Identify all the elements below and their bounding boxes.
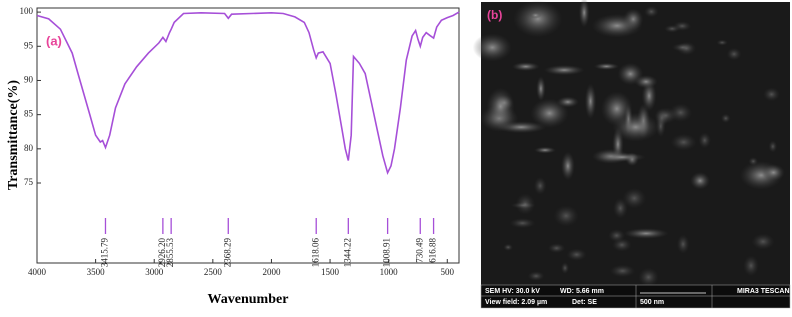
sem-particle [486, 87, 515, 126]
x-tick-label: 3500 [87, 267, 106, 277]
x-tick-label: 3000 [145, 267, 164, 277]
panel-label: (b) [487, 8, 502, 22]
peak-label: 2855.53 [165, 238, 175, 268]
sem-particle [670, 133, 697, 151]
sem-particle [598, 152, 646, 162]
sem-particle [743, 255, 759, 277]
sem-particle [578, 0, 590, 28]
sem-texture [472, 0, 785, 287]
x-tick-label: 1500 [321, 267, 340, 277]
sem-particle [751, 233, 775, 250]
sem-particle [472, 33, 512, 62]
sem-particle [716, 39, 728, 46]
peak-label: 2926.20 [157, 238, 167, 268]
sem-particle [533, 176, 547, 195]
sem-image: (b) SEM HV: 30.0 kV WD: 5.66 mm MIRA3 TE… [472, 0, 791, 309]
sem-particle [669, 103, 693, 122]
sem-particle [768, 140, 778, 153]
sem-particle [509, 218, 536, 229]
sem-particle [527, 271, 545, 281]
sem-particle [593, 62, 620, 70]
sem-particle [690, 172, 710, 190]
sem-particle [560, 262, 570, 274]
sem-particle [503, 243, 513, 251]
sem-particle [609, 264, 636, 278]
sem-particle [720, 113, 731, 124]
sem-particle [515, 193, 536, 215]
sem-particle [676, 234, 690, 254]
spectrum-line [36, 11, 460, 176]
x-tick-label: 2000 [262, 267, 281, 277]
sem-particle [534, 146, 556, 154]
sem-particle [671, 43, 694, 52]
x-tick-label: 4000 [28, 267, 47, 277]
sem-particle [513, 0, 563, 38]
sem-particle [566, 248, 587, 261]
sem-particle [762, 164, 785, 181]
sem-particle [530, 98, 569, 129]
sem-particle [584, 83, 597, 120]
sem-wd: WD: 5.66 mm [560, 288, 604, 295]
y-axis-label: Transmittance(%) [6, 80, 21, 190]
y-tick-label: 90 [24, 75, 34, 85]
peak-label: 2368.29 [222, 238, 232, 268]
sem-particle [536, 76, 546, 102]
peak-label: 3415.79 [100, 238, 110, 268]
sem-detector: Det: SE [572, 299, 597, 306]
sem-particle [612, 112, 660, 142]
x-axis-label: Wavenumber [208, 292, 289, 307]
y-tick-label: 80 [24, 143, 34, 153]
sem-particle [698, 132, 712, 149]
y-tick-label: 100 [20, 6, 34, 16]
sem-particle [644, 5, 659, 18]
sem-particle [561, 151, 575, 181]
sem-particle [638, 267, 659, 287]
peak-label: 1344.22 [342, 238, 352, 267]
sem-view-field: View field: 2.09 µm [485, 299, 547, 306]
peak-label: 616.88 [428, 238, 438, 263]
plot-frame [36, 7, 460, 264]
x-tick-label: 2500 [204, 267, 223, 277]
y-tick-label: 75 [24, 177, 34, 187]
y-tick-label: 95 [24, 40, 34, 50]
peak-label: 1008.91 [382, 238, 392, 267]
sem-particle [612, 238, 632, 252]
peak-label: 730.49 [414, 238, 424, 263]
sem-particle [511, 62, 540, 72]
sem-brand: MIRA3 TESCAN [737, 288, 790, 295]
sem-particle [547, 243, 566, 254]
sem-particle [591, 13, 643, 38]
sem-particle [529, 11, 542, 19]
sem-particle [664, 24, 681, 33]
sem-info-bar [480, 284, 791, 309]
sem-hv: SEM HV: 30.0 kV [485, 288, 540, 295]
sem-particle [763, 87, 780, 102]
sem-particle [543, 64, 585, 76]
sem-particle [726, 47, 742, 61]
x-tick-label: 1000 [380, 267, 399, 277]
sem-particle [556, 96, 579, 108]
sem-scale: 500 nm [640, 299, 664, 306]
y-tick-label: 85 [24, 109, 34, 119]
sem-particle [655, 115, 666, 138]
sem-particle [634, 75, 658, 89]
x-tick-label: 500 [441, 267, 455, 277]
panel-label: (a) [46, 33, 62, 48]
sem-particle [622, 187, 647, 209]
sem-particle [553, 205, 579, 227]
peak-label: 1618.06 [310, 238, 320, 268]
sem-particle [623, 228, 669, 239]
